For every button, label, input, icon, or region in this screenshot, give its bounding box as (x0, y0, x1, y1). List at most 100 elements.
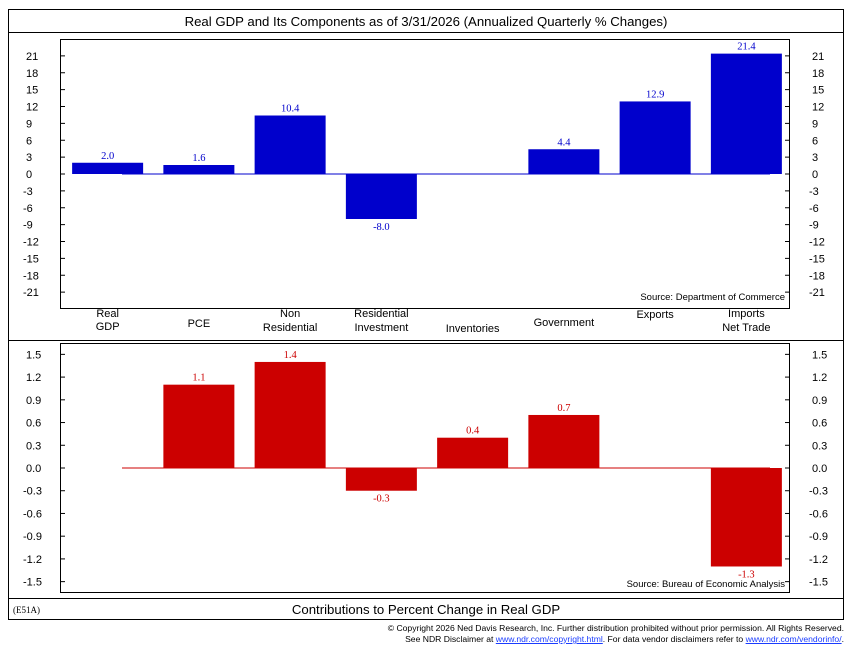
y-tick-label-left: 0.0 (26, 463, 41, 475)
y-tick-label-right: -0.9 (809, 531, 828, 543)
y-tick-label-right: -6 (809, 203, 819, 215)
bar-value-label: -8.0 (373, 222, 390, 233)
y-tick-label-left: 3 (26, 152, 32, 164)
y-tick-label-left: -0.3 (23, 486, 42, 498)
y-tick-label-right: -3 (809, 186, 819, 198)
y-tick-label-left: -12 (23, 237, 39, 249)
bar-value-label: 1.6 (192, 153, 205, 164)
bar-value-label: -1.3 (738, 569, 755, 580)
y-tick-label-left: 15 (26, 85, 38, 97)
copyright-text: © Copyright 2026 Ned Davis Research, Inc… (387, 623, 844, 633)
bar-value-label: 1.4 (284, 350, 298, 361)
bar-2 (163, 384, 235, 468)
disclaimer-suffix: . (841, 634, 844, 644)
chart-code: (E51A) (13, 605, 40, 615)
disclaimer-middle: . For data vendor disclaimers refer to (602, 634, 746, 644)
bar-value-label: 0.4 (466, 426, 480, 437)
category-label: Real (96, 308, 119, 320)
y-tick-label-left: -3 (23, 186, 33, 198)
y-tick-label-left: 1.2 (26, 372, 41, 384)
bar-8 (710, 53, 782, 174)
y-tick-label-left: -0.6 (23, 508, 42, 520)
category-label: Non (280, 308, 300, 320)
y-tick-label-right: -15 (809, 253, 825, 265)
category-label: PCE (188, 318, 211, 330)
y-tick-label-right: 1.5 (812, 349, 827, 361)
bar-value-label: -0.3 (373, 494, 390, 505)
y-tick-label-right: 3 (812, 152, 818, 164)
bar-6 (528, 149, 600, 174)
y-tick-label-left: -21 (23, 287, 39, 299)
bottom-axes: 1.5 1.5 1.2 1.2 0.9 0.9 0.6 0.6 0.3 0.3 0.0 0.0 -0.3… (23, 349, 828, 588)
bar-value-label: 10.4 (281, 104, 300, 115)
vendor-disclaimer-link[interactable]: www.ndr.com/vendorinfo/ (745, 634, 842, 644)
y-tick-label-left: -18 (23, 270, 39, 282)
disclaimer-note: See NDR Disclaimer at www.ndr.com/copyri… (405, 634, 844, 644)
y-tick-label-left: 0.9 (26, 395, 41, 407)
bar-5 (437, 437, 509, 468)
y-tick-label-left: 9 (26, 118, 32, 130)
bar-value-label: 1.1 (192, 373, 205, 384)
category-label: GDP (96, 321, 120, 333)
y-tick-label-left: 12 (26, 102, 38, 114)
y-tick-label-left: 0.6 (26, 418, 41, 430)
bottom-source-note: Source: Bureau of Economic Analysis (627, 579, 786, 590)
y-tick-label-left: 18 (26, 68, 38, 80)
y-tick-label-left: -1.2 (23, 554, 42, 566)
bar-6 (528, 414, 600, 468)
bar-3 (254, 115, 326, 174)
category-label: Inventories (446, 323, 500, 335)
bar-value-label: 12.9 (646, 89, 664, 100)
y-tick-label-right: 0 (812, 169, 818, 181)
y-tick-label-left: -1.5 (23, 577, 42, 589)
top-axes: 21 21 18 18 15 15 12 12 9 9 6 6 3 3 0 0 -3 -3 -6 -6 -9 -9 -12 -… (23, 51, 825, 299)
y-tick-label-left: -6 (23, 203, 33, 215)
top-source-note: Source: Department of Commerce (640, 292, 785, 303)
y-tick-label-right: -9 (809, 220, 819, 232)
y-tick-label-left: -0.9 (23, 531, 42, 543)
disclaimer-prefix: See NDR Disclaimer at (405, 634, 496, 644)
bar-3 (254, 361, 326, 468)
bar-value-label: 21.4 (737, 42, 756, 53)
bottom-chart-title: Contributions to Percent Change in Real … (292, 602, 560, 617)
category-label: Net Trade (722, 322, 770, 334)
y-tick-label-right: -0.3 (809, 486, 828, 498)
bar-value-label: 4.4 (557, 137, 571, 148)
y-tick-label-left: -15 (23, 253, 39, 265)
y-tick-label-right: -1.2 (809, 554, 828, 566)
y-tick-label-right: 21 (812, 51, 824, 63)
y-tick-label-right: 18 (812, 68, 824, 80)
bottom-title-bar (8, 598, 844, 620)
bar-2 (163, 165, 235, 174)
copyright-link[interactable]: www.ndr.com/copyright.html (495, 634, 603, 644)
y-tick-label-left: -9 (23, 220, 33, 232)
y-tick-label-right: 12 (812, 102, 824, 114)
chart-title: Real GDP and Its Components as of 3/31/2… (185, 14, 668, 29)
y-tick-label-left: 6 (26, 135, 32, 147)
y-tick-label-right: 9 (812, 118, 818, 130)
y-tick-label-right: -0.6 (809, 508, 828, 520)
y-tick-label-right: 6 (812, 135, 818, 147)
bar-4 (345, 468, 417, 491)
y-tick-label-right: 0.6 (812, 418, 827, 430)
bar-8 (710, 468, 782, 567)
gdp-components-chart: Real GDP and Its Components as of 3/31/2… (8, 9, 844, 620)
y-tick-label-right: 0.9 (812, 395, 827, 407)
y-tick-label-right: 15 (812, 85, 824, 97)
bottom-bars: 1.1 1.4 -0.3 0.4 0.7 -1.3 (163, 350, 782, 580)
y-tick-label-left: 0 (26, 169, 32, 181)
bar-value-label: 2.0 (101, 151, 114, 162)
category-label: Imports (728, 308, 765, 320)
y-tick-label-right: 1.2 (812, 372, 827, 384)
category-label: Residential (354, 308, 408, 320)
y-tick-label-right: -12 (809, 237, 825, 249)
y-tick-label-left: 0.3 (26, 440, 41, 452)
y-tick-label-right: -21 (809, 287, 825, 299)
bar-1 (72, 162, 144, 174)
y-tick-label-right: -1.5 (809, 577, 828, 589)
category-label: Investment (354, 322, 408, 334)
bar-7 (619, 101, 691, 174)
y-tick-label-left: 21 (26, 51, 38, 63)
bar-4 (345, 174, 417, 219)
y-tick-label-left: 1.5 (26, 349, 41, 361)
